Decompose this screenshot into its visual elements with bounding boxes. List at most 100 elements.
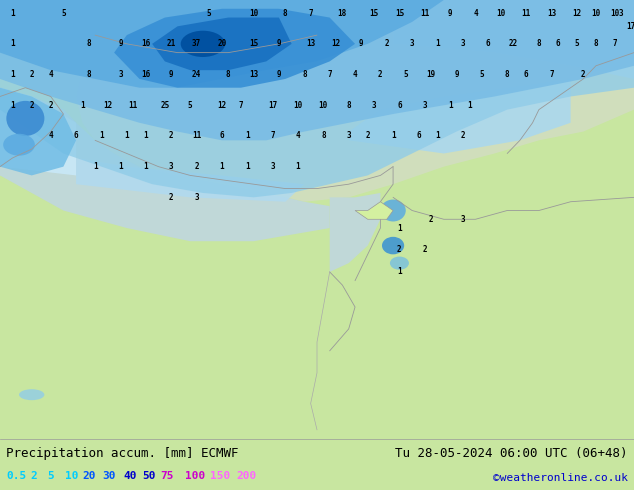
Text: 10: 10: [294, 101, 302, 110]
Text: 3: 3: [619, 9, 624, 18]
Text: 19: 19: [427, 70, 436, 79]
Text: 2: 2: [194, 162, 199, 171]
Polygon shape: [0, 88, 76, 175]
Text: 9: 9: [169, 70, 174, 79]
Text: 1: 1: [467, 101, 472, 110]
Text: 0.5: 0.5: [6, 471, 27, 481]
Text: 40: 40: [123, 471, 136, 481]
Polygon shape: [0, 88, 76, 175]
Text: 8: 8: [302, 70, 307, 79]
Text: 18: 18: [338, 9, 347, 18]
Text: 75: 75: [160, 471, 174, 481]
Text: 10: 10: [592, 9, 600, 18]
Text: 12: 12: [217, 101, 226, 110]
Text: 1: 1: [10, 9, 15, 18]
Text: 11: 11: [420, 9, 429, 18]
Text: 1: 1: [448, 101, 453, 110]
Text: 9: 9: [454, 70, 459, 79]
Text: 2: 2: [169, 193, 174, 202]
Text: 16: 16: [141, 39, 150, 49]
Text: 1: 1: [118, 162, 123, 171]
Polygon shape: [0, 0, 634, 197]
Text: 25: 25: [160, 101, 169, 110]
Text: 6: 6: [416, 131, 421, 141]
Text: 3: 3: [460, 215, 465, 224]
Polygon shape: [0, 0, 444, 88]
Text: 11: 11: [522, 9, 531, 18]
Text: 8: 8: [321, 131, 326, 141]
Text: 15: 15: [395, 9, 404, 18]
Text: 6: 6: [555, 39, 560, 49]
Text: 30: 30: [103, 471, 116, 481]
Text: 17: 17: [626, 22, 634, 31]
Text: 5: 5: [574, 39, 579, 49]
Text: 4: 4: [48, 131, 53, 141]
Text: 8: 8: [536, 39, 541, 49]
Text: 2: 2: [29, 70, 34, 79]
Text: 1: 1: [99, 131, 104, 141]
Ellipse shape: [6, 101, 44, 136]
Polygon shape: [349, 79, 571, 153]
Text: 5: 5: [61, 9, 66, 18]
Text: 13: 13: [249, 70, 258, 79]
Text: 10: 10: [611, 9, 619, 18]
Text: 9: 9: [118, 39, 123, 49]
Ellipse shape: [390, 257, 409, 270]
Text: 2: 2: [169, 131, 174, 141]
Text: 5: 5: [188, 101, 193, 110]
Text: 3: 3: [346, 131, 351, 141]
Text: 9: 9: [276, 70, 281, 79]
Text: 24: 24: [192, 70, 201, 79]
Polygon shape: [95, 22, 317, 52]
Text: 8: 8: [505, 70, 510, 79]
Text: 1: 1: [124, 131, 129, 141]
Text: 2: 2: [429, 215, 434, 224]
Polygon shape: [355, 202, 393, 220]
Text: 1: 1: [295, 162, 301, 171]
Text: 1: 1: [435, 131, 440, 141]
Polygon shape: [76, 0, 634, 202]
Ellipse shape: [3, 134, 35, 156]
Text: 2: 2: [460, 131, 465, 141]
Text: 1: 1: [435, 39, 440, 49]
Text: 7: 7: [270, 131, 275, 141]
Text: 1: 1: [10, 39, 15, 49]
Text: 9: 9: [276, 39, 281, 49]
Text: Precipitation accum. [mm] ECMWF: Precipitation accum. [mm] ECMWF: [6, 447, 239, 460]
Text: 3: 3: [460, 39, 465, 49]
Text: 1: 1: [80, 101, 85, 110]
Text: 4: 4: [48, 70, 53, 79]
Text: 1: 1: [10, 70, 15, 79]
Text: 7: 7: [612, 39, 618, 49]
Text: 15: 15: [249, 39, 258, 49]
Text: 20: 20: [82, 471, 96, 481]
Ellipse shape: [382, 237, 404, 254]
Text: 10: 10: [319, 101, 328, 110]
Text: 12: 12: [103, 101, 112, 110]
Text: 13: 13: [306, 39, 315, 49]
Text: 2: 2: [384, 39, 389, 49]
Text: 2: 2: [422, 245, 427, 254]
Text: 1: 1: [143, 131, 148, 141]
Ellipse shape: [380, 199, 406, 221]
Text: 17: 17: [268, 101, 277, 110]
Text: 12: 12: [573, 9, 581, 18]
Text: 15: 15: [370, 9, 378, 18]
Text: 6: 6: [486, 39, 491, 49]
Text: 3: 3: [270, 162, 275, 171]
Text: 8: 8: [346, 101, 351, 110]
Text: 6: 6: [524, 70, 529, 79]
Text: 11: 11: [129, 101, 138, 110]
Text: 2: 2: [48, 101, 53, 110]
Text: Tu 28-05-2024 06:00 UTC (06+48): Tu 28-05-2024 06:00 UTC (06+48): [395, 447, 628, 460]
Text: 3: 3: [118, 70, 123, 79]
Text: 1: 1: [93, 162, 98, 171]
Text: 1: 1: [391, 131, 396, 141]
Text: 8: 8: [86, 70, 91, 79]
Text: 1: 1: [219, 162, 224, 171]
Text: 2: 2: [581, 70, 586, 79]
Text: 7: 7: [549, 70, 554, 79]
Text: 2: 2: [378, 70, 383, 79]
Text: 5: 5: [479, 70, 484, 79]
Text: 200: 200: [236, 471, 257, 481]
